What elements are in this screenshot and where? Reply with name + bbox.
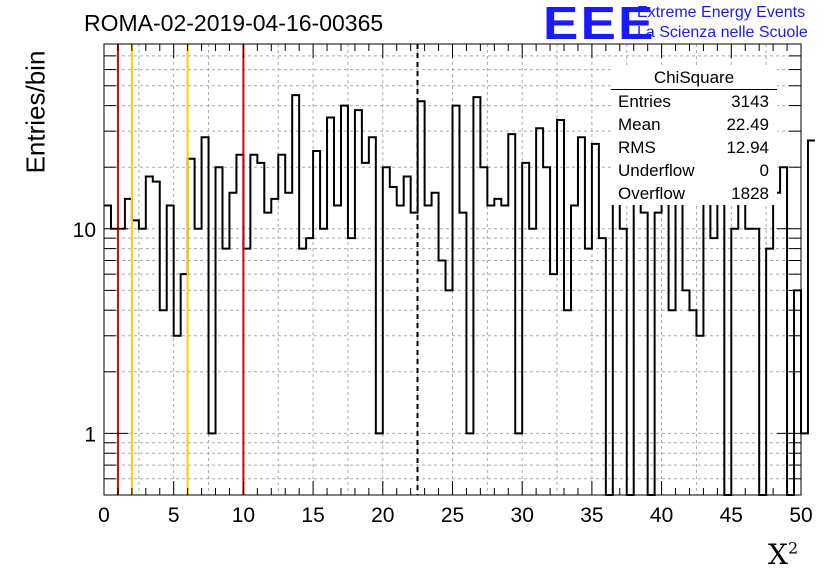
stats-box: ChiSquare Entries 3143 Mean 22.49 RMS 12… xyxy=(611,68,777,205)
x-axis-label-sup: 2 xyxy=(787,538,799,558)
stats-row-underflow: Underflow 0 xyxy=(611,159,777,182)
x-tick-label: 15 xyxy=(301,504,324,527)
stats-label: Overflow xyxy=(618,184,686,203)
stats-value: 22.49 xyxy=(726,115,769,134)
stats-value: 3143 xyxy=(731,92,769,111)
y-tick-label: 10 xyxy=(73,219,96,242)
y-axis-label: Entries/bin xyxy=(20,50,51,174)
brand-line-2: La Scienza nelle Scuole xyxy=(637,24,808,41)
x-tick-label: 0 xyxy=(98,504,110,527)
stats-label: RMS xyxy=(618,138,656,157)
x-tick-label: 20 xyxy=(371,504,394,527)
x-tick-label: 30 xyxy=(511,504,534,527)
chart-title: ROMA-02-2019-04-16-00365 xyxy=(84,10,384,36)
stats-title: ChiSquare xyxy=(611,68,777,90)
stats-value: 0 xyxy=(759,161,769,180)
x-tick-label: 5 xyxy=(168,504,180,527)
x-tick-label: 35 xyxy=(580,504,603,527)
stats-value: 1828 xyxy=(731,184,769,203)
x-tick-label: 40 xyxy=(650,504,673,527)
histogram-series-line xyxy=(104,94,815,496)
stats-label: Entries xyxy=(618,92,671,111)
x-axis-label: X2 xyxy=(768,538,798,571)
brand-line-1: Extreme Energy Events xyxy=(637,4,806,21)
eee-branding: EEE Extreme Energy Events La Scienza nel… xyxy=(543,0,836,50)
y-tick-label: 1 xyxy=(84,423,96,446)
x-tick-label: 50 xyxy=(789,504,812,527)
stats-label: Underflow xyxy=(618,161,695,180)
x-axis-label-base: X xyxy=(768,538,788,571)
stats-row-overflow: Overflow 1828 xyxy=(611,182,777,205)
x-tick-label: 25 xyxy=(441,504,464,527)
x-tick-label: 10 xyxy=(232,504,255,527)
eee-logo: EEE xyxy=(543,0,656,49)
stats-label: Mean xyxy=(618,115,661,134)
x-tick-label: 45 xyxy=(720,504,743,527)
stats-row-rms: RMS 12.94 xyxy=(611,136,777,159)
stats-value: 12.94 xyxy=(726,138,769,157)
stats-row-mean: Mean 22.49 xyxy=(611,113,777,136)
stats-row-entries: Entries 3143 xyxy=(611,90,777,113)
